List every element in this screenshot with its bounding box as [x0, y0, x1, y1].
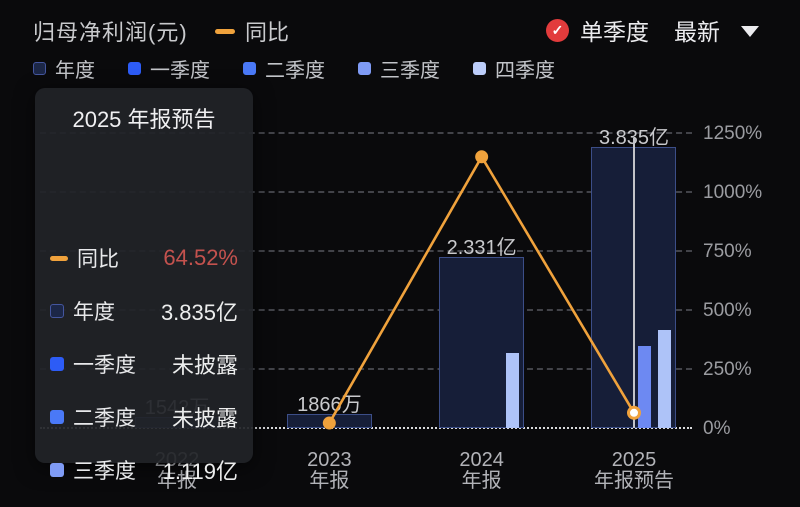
gridline-1250%	[40, 132, 692, 134]
checkbox-checked-icon[interactable]: ✓	[546, 18, 569, 42]
annual-swatch-icon	[33, 62, 46, 75]
chart-title: 归母净利润(元)	[33, 20, 188, 45]
gridline-750%	[40, 250, 692, 252]
x-axis-label-2024: 2024 年报	[459, 449, 504, 492]
tooltip-title: 2025 年报预告	[72, 107, 216, 132]
line-dash-icon	[50, 255, 68, 261]
tooltip-value: 1.119亿	[162, 459, 238, 484]
tooltip-row-q1: 一季度 未披露	[50, 349, 238, 379]
y-axis-label: 750%	[703, 241, 752, 262]
gridline-0%	[40, 427, 692, 429]
series-legend: 年度 一季度 二季度 三季度 四季度	[33, 54, 588, 83]
tooltip-row-q3: 三季度 1.119亿	[50, 455, 238, 485]
legend-label: 四季度	[495, 60, 555, 82]
tooltip-value: 3.835亿	[160, 300, 238, 325]
chart-tooltip: 2025 年报预告 同比 64.52% 年度 3.835亿 一季度 未披露 二季…	[35, 88, 253, 484]
yoy-point[interactable]	[322, 416, 336, 430]
y-axis-label: 0%	[703, 418, 731, 439]
square-icon	[50, 410, 64, 424]
tooltip-row-q2: 二季度 未披露	[50, 402, 238, 432]
tooltip-row-yoy: 同比 64.52%	[50, 243, 238, 273]
gridline-1000%	[40, 191, 692, 193]
legend-item-q2[interactable]: 二季度	[243, 54, 325, 83]
gridline-500%	[40, 309, 692, 311]
tooltip-value: 未披露	[171, 406, 238, 431]
y-axis-label: 1000%	[703, 182, 763, 203]
legend-label: 年度	[55, 60, 95, 82]
bar-四季度-2025[interactable]	[657, 330, 671, 428]
tooltip-label: 三季度	[73, 460, 136, 483]
bar-value-label: 2.331亿	[446, 237, 517, 259]
q3-swatch-icon	[358, 62, 371, 75]
legend-item-yoy[interactable]: 同比	[215, 15, 289, 47]
square-icon	[50, 304, 64, 318]
tooltip-value: 64.52%	[163, 245, 238, 270]
legend-label: 一季度	[150, 60, 210, 82]
bar-四季度-2024[interactable]	[505, 353, 519, 428]
legend-item-q1[interactable]: 一季度	[128, 54, 210, 83]
y-axis-label: 250%	[703, 359, 752, 380]
bar-value-label: 1866万	[297, 394, 362, 416]
single-quarter-toggle[interactable]: 单季度	[580, 19, 649, 45]
q4-swatch-icon	[473, 62, 486, 75]
y-axis-label: 1250%	[703, 123, 763, 144]
yoy-line-swatch-icon	[215, 28, 235, 34]
tooltip-label: 一季度	[73, 354, 136, 377]
tooltip-row-annual: 年度 3.835亿	[50, 296, 238, 326]
x-axis-label-2023: 2023 年报	[307, 449, 352, 492]
chevron-down-icon[interactable]	[741, 26, 759, 37]
tooltip-label: 年度	[73, 301, 115, 324]
yoy-point[interactable]	[475, 150, 489, 164]
q2-swatch-icon	[243, 62, 256, 75]
square-icon	[50, 463, 64, 477]
tooltip-label: 二季度	[73, 407, 136, 430]
tooltip-label: 同比	[77, 248, 119, 271]
legend-label: 同比	[245, 20, 290, 45]
legend-label: 三季度	[380, 60, 440, 82]
q1-swatch-icon	[128, 62, 141, 75]
y-axis-label: 500%	[703, 300, 752, 321]
bar-三季度-2025[interactable]	[637, 346, 651, 428]
legend-item-q4[interactable]: 四季度	[473, 54, 555, 83]
legend-label: 二季度	[265, 60, 325, 82]
hover-crosshair-line	[632, 138, 635, 428]
legend-item-q3[interactable]: 三季度	[358, 54, 440, 83]
yoy-point-hovered[interactable]	[626, 405, 641, 420]
tooltip-value: 未披露	[171, 353, 238, 378]
period-select[interactable]: 最新	[674, 19, 720, 45]
gridline-250%	[40, 368, 692, 370]
x-axis-label-2025: 2025 年报预告	[593, 449, 674, 492]
legend-item-annual[interactable]: 年度	[33, 54, 95, 83]
square-icon	[50, 357, 64, 371]
